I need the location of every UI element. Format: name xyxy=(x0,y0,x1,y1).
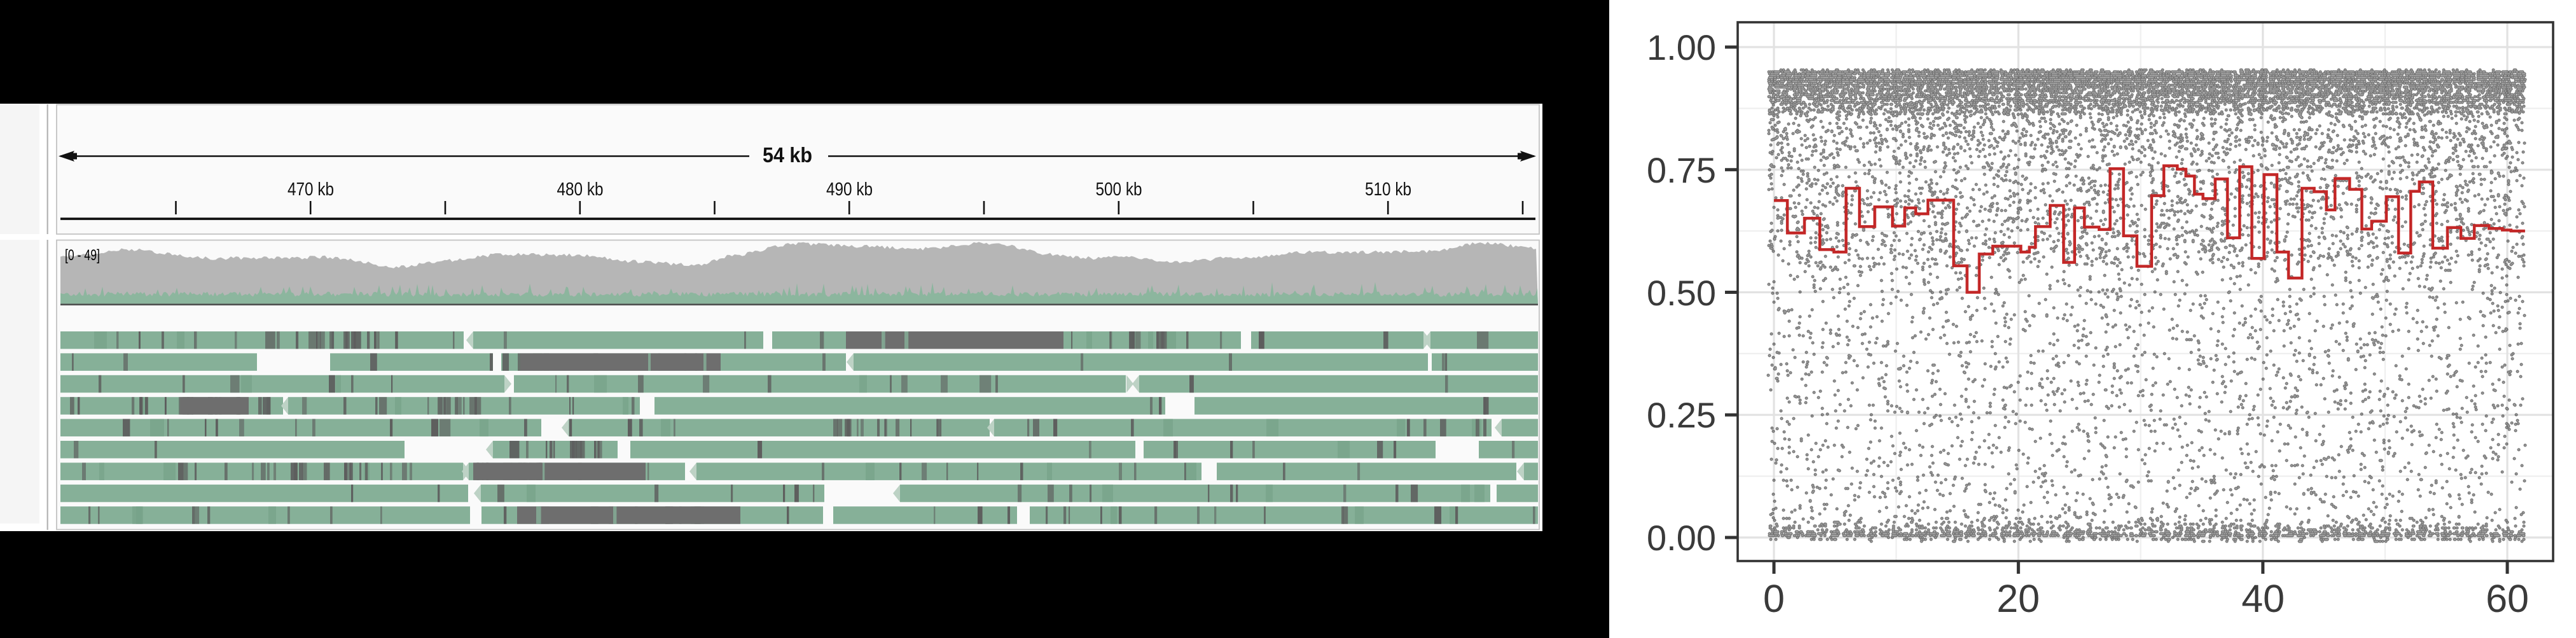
svg-text:0.00: 0.00 xyxy=(1647,518,1716,558)
svg-text:510 kb: 510 kb xyxy=(1365,179,1411,200)
svg-text:490 kb: 490 kb xyxy=(826,179,873,200)
svg-text:0.75: 0.75 xyxy=(1647,150,1716,190)
svg-text:480 kb: 480 kb xyxy=(557,179,604,200)
svg-text:1.00: 1.00 xyxy=(1647,27,1716,67)
svg-text:54 kb: 54 kb xyxy=(763,143,812,167)
svg-text:20: 20 xyxy=(1997,577,2040,620)
svg-text:[0 - 49]: [0 - 49] xyxy=(65,247,100,264)
svg-text:60: 60 xyxy=(2486,577,2529,620)
svg-text:0.25: 0.25 xyxy=(1647,395,1716,435)
svg-text:0.50: 0.50 xyxy=(1647,273,1716,313)
svg-text:0: 0 xyxy=(1763,577,1785,620)
svg-text:470 kb: 470 kb xyxy=(287,179,334,200)
svg-text:500 kb: 500 kb xyxy=(1096,179,1142,200)
svg-text:40: 40 xyxy=(2241,577,2285,620)
